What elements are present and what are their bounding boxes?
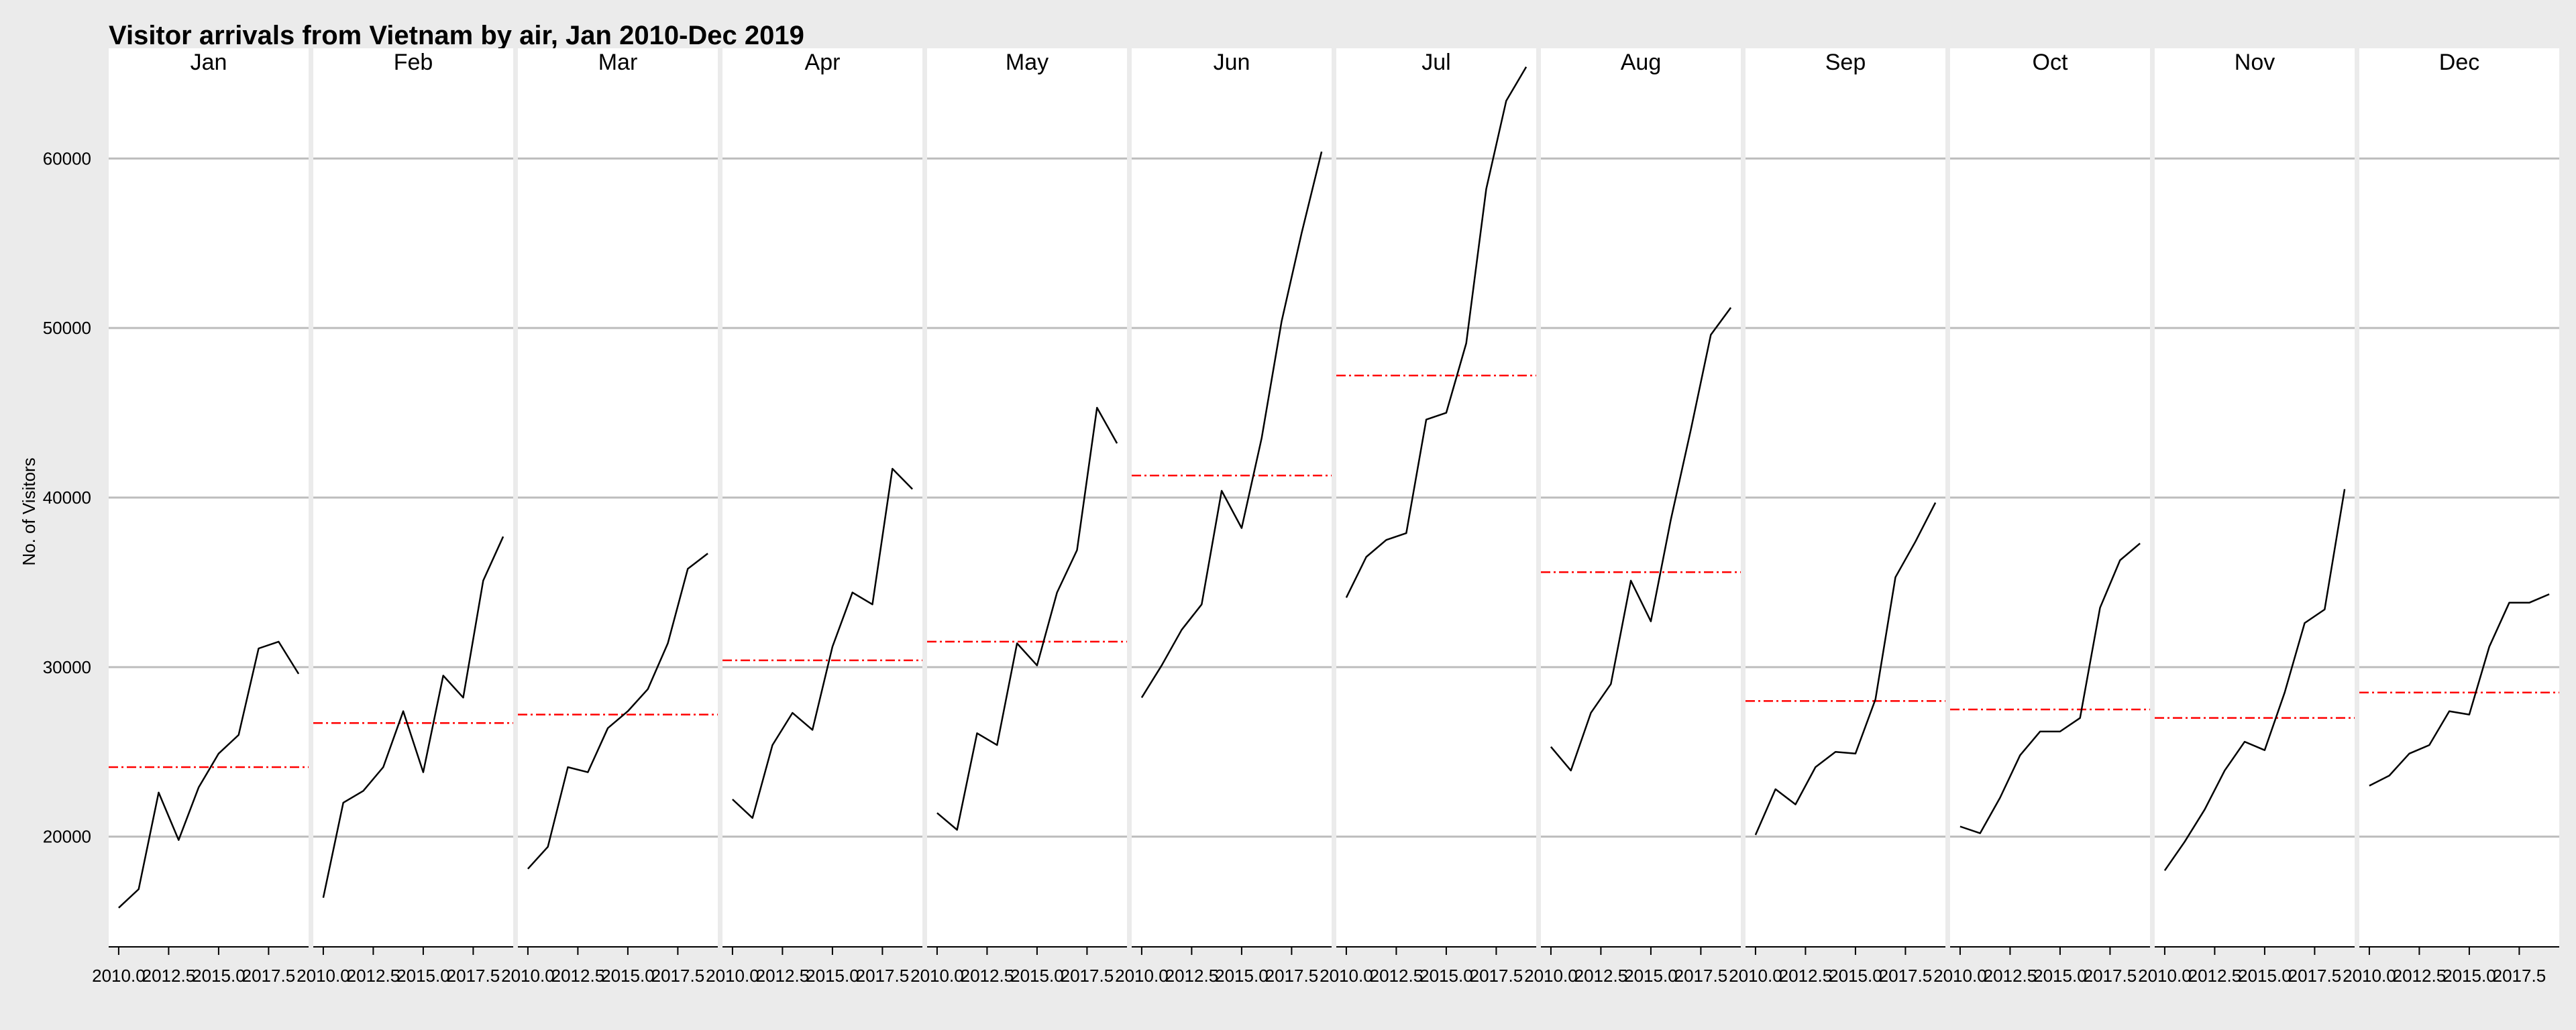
x-tick-label: 2010.0 <box>92 966 146 986</box>
x-tick-label: 2017.5 <box>651 966 705 986</box>
series-line <box>1550 307 1732 772</box>
x-tick-label: 2012.5 <box>2393 966 2447 986</box>
x-tick-label: 2017.5 <box>242 966 296 986</box>
x-tick-label: 2015.0 <box>2238 966 2292 986</box>
series-line <box>527 553 708 870</box>
x-tick-label: 2015.0 <box>2443 966 2496 986</box>
x-tick-label: 2015.0 <box>806 966 859 986</box>
x-tick-label: 2010.0 <box>1933 966 1987 986</box>
x-tick-label: 2015.0 <box>2033 966 2087 986</box>
series-line <box>118 640 300 909</box>
series-line <box>2163 489 2346 871</box>
x-tick-label: 2015.0 <box>1829 966 1882 986</box>
x-tick-label: 2010.0 <box>706 966 759 986</box>
x-tick-label: 2010.0 <box>1320 966 1373 986</box>
x-tick-label: 2017.5 <box>856 966 910 986</box>
x-tick-label: 2012.5 <box>756 966 810 986</box>
x-tick-label: 2017.5 <box>447 966 500 986</box>
facet-label: Sep <box>1825 50 1866 75</box>
x-tick-label: 2012.5 <box>1165 966 1219 986</box>
x-tick-label: 2017.5 <box>1674 966 1728 986</box>
x-tick-label: 2010.0 <box>2343 966 2396 986</box>
series-line <box>1960 542 2141 834</box>
x-tick-label: 2012.5 <box>1370 966 1424 986</box>
facet-label: Jan <box>191 50 227 75</box>
x-tick-label: 2012.5 <box>2188 966 2242 986</box>
x-tick-label: 2017.5 <box>2493 966 2546 986</box>
x-tick-label: 2017.5 <box>1879 966 1933 986</box>
x-tick-label: 2012.5 <box>142 966 196 986</box>
y-axis: 20000 30000 40000 50000 60000 <box>43 148 91 846</box>
series-line <box>2369 593 2550 787</box>
y-tick-label: 50000 <box>43 318 91 338</box>
x-tick-label: 2015.0 <box>601 966 655 986</box>
x-tick-label: 2015.0 <box>1624 966 1678 986</box>
facet-label: Jun <box>1214 50 1250 75</box>
x-tick-label: 2012.5 <box>1574 966 1628 986</box>
x-tick-label: 2012.5 <box>551 966 605 986</box>
x-tick-label: 2010.0 <box>1115 966 1169 986</box>
series-line <box>1140 151 1323 698</box>
y-tick-label: 20000 <box>43 827 91 847</box>
facet-label: Mar <box>598 50 638 75</box>
x-tick-label: 2015.0 <box>1010 966 1064 986</box>
x-tick-label: 2015.0 <box>396 966 450 986</box>
x-tick-label: 2010.0 <box>1729 966 1782 986</box>
x-tick-label: 2010.0 <box>1524 966 1578 986</box>
x-tick-label: 2017.5 <box>1061 966 1114 986</box>
x-tick-label: 2017.5 <box>2084 966 2137 986</box>
facet-label: May <box>1006 50 1049 75</box>
y-tick-label: 60000 <box>43 148 91 168</box>
facet-label: Oct <box>2033 50 2068 75</box>
x-tick-label: 2012.5 <box>1779 966 1833 986</box>
chart-title: Visitor arrivals from Vietnam by air, Ja… <box>109 21 804 50</box>
y-axis-label: No. of Visitors <box>19 457 39 565</box>
x-tick-label: 2017.5 <box>1470 966 1523 986</box>
series-line <box>1754 502 1937 836</box>
series-line <box>322 536 504 898</box>
x-tick-label: 2012.5 <box>347 966 400 986</box>
series-line <box>936 406 1118 831</box>
facet-label: Aug <box>1621 50 1662 75</box>
x-tick-label: 2015.0 <box>1215 966 1269 986</box>
x-tick-label: 2010.0 <box>2138 966 2192 986</box>
x-tick-label: 2012.5 <box>961 966 1014 986</box>
x-tick-label: 2015.0 <box>192 966 246 986</box>
facet-panels: Jan2010.02012.52015.02017.5Feb2010.02012… <box>92 48 2559 986</box>
series-line <box>732 467 913 819</box>
facet-label: Dec <box>2439 50 2479 75</box>
x-tick-label: 2010.0 <box>297 966 350 986</box>
facet-label: Feb <box>394 50 433 75</box>
facet-label: Jul <box>1421 50 1450 75</box>
x-tick-label: 2012.5 <box>1984 966 2037 986</box>
x-tick-label: 2010.0 <box>501 966 555 986</box>
facet-label: Apr <box>805 50 841 75</box>
series-line <box>1345 66 1527 598</box>
y-tick-label: 40000 <box>43 488 91 508</box>
y-tick-label: 30000 <box>43 657 91 677</box>
facet-label: Nov <box>2235 50 2275 75</box>
x-tick-label: 2017.5 <box>2288 966 2342 986</box>
x-tick-label: 2017.5 <box>1265 966 1319 986</box>
x-tick-label: 2015.0 <box>1419 966 1473 986</box>
x-tick-label: 2010.0 <box>910 966 964 986</box>
